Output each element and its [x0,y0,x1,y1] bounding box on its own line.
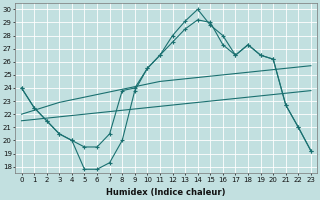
X-axis label: Humidex (Indice chaleur): Humidex (Indice chaleur) [107,188,226,197]
